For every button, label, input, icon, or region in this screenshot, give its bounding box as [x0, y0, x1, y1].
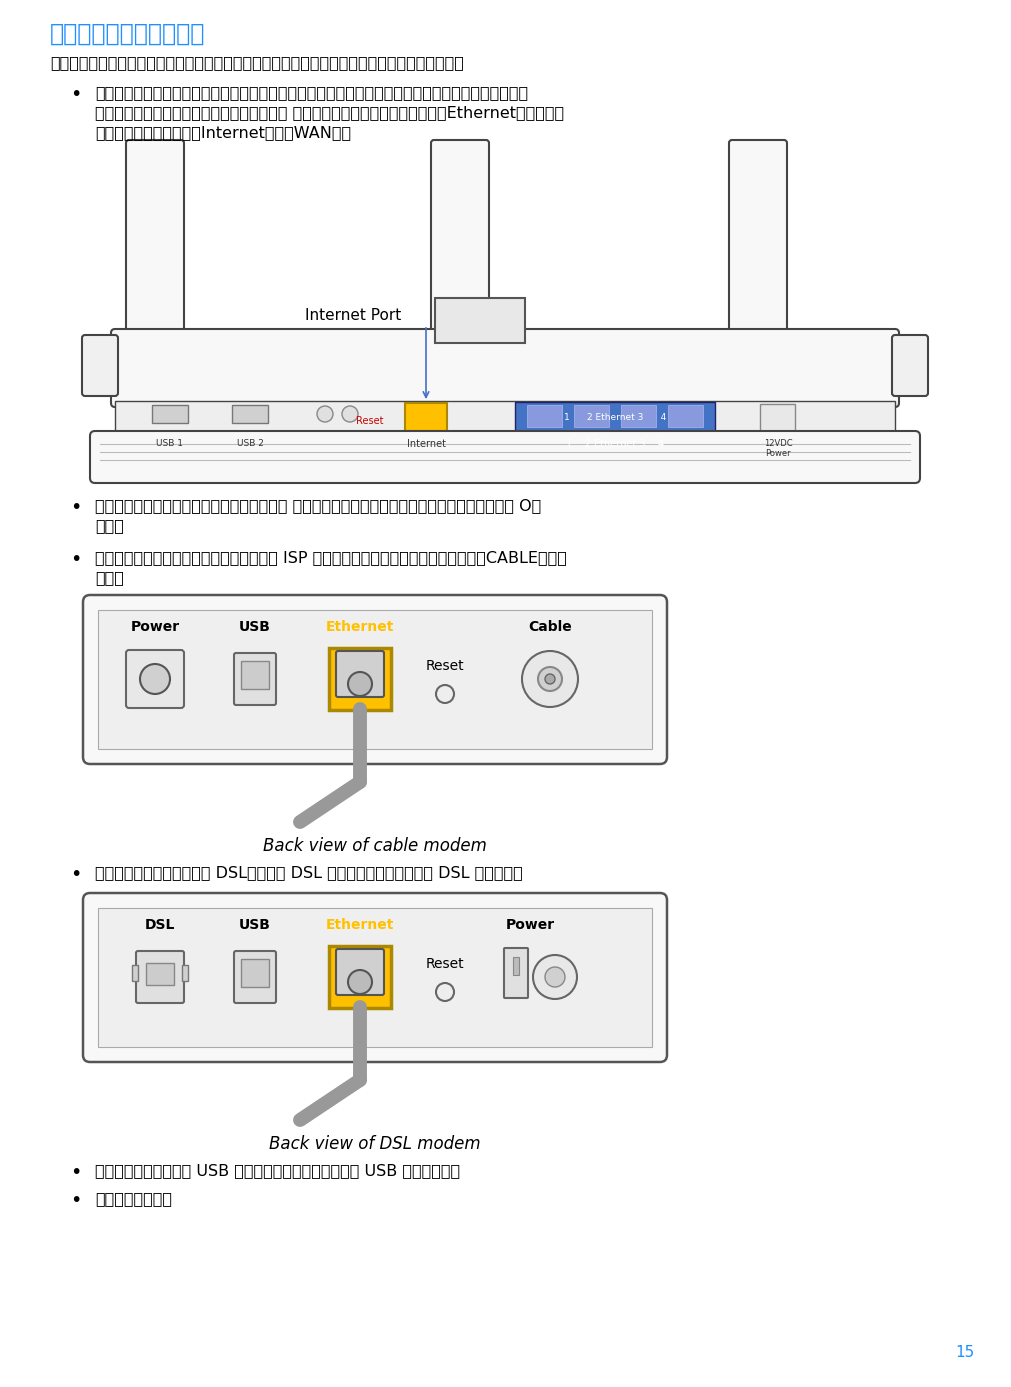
- Circle shape: [317, 406, 333, 422]
- Circle shape: [538, 667, 562, 691]
- FancyBboxPatch shape: [336, 949, 384, 994]
- Text: 如果您在嘗試設定路由器時收到「未插入網路纜線」的訊息，請按照以下故障排除步驟進行操作。: 如果您在嘗試設定路由器時收到「未插入網路纜線」的訊息，請按照以下故障排除步驟進行…: [50, 55, 464, 69]
- Bar: [574, 405, 609, 427]
- Circle shape: [545, 674, 555, 684]
- FancyBboxPatch shape: [431, 140, 489, 341]
- Text: USB 2: USB 2: [237, 440, 264, 448]
- Bar: [152, 405, 188, 423]
- Text: 如果您的網際網路服務使用 DSL，請確認 DSL 電話線已連接到數據機的 DSL 連接埠上。: 如果您的網際網路服務使用 DSL，請確認 DSL 電話線已連接到數據機的 DSL…: [95, 865, 523, 879]
- Text: 路），但也有可能標為「Internet」或「WAN」。: 路），但也有可能標為「Internet」或「WAN」。: [95, 125, 351, 140]
- Text: Internet Port: Internet Port: [305, 308, 401, 323]
- Bar: [98, 908, 652, 1047]
- Bar: [115, 401, 895, 436]
- Text: Internet: Internet: [406, 440, 446, 449]
- FancyBboxPatch shape: [90, 431, 920, 483]
- Bar: [435, 298, 525, 343]
- Circle shape: [342, 406, 358, 422]
- Text: 際網路連接埠，以及數據機的適當連接埠上。 於數據機上，此連接埠通常標示為「Ethernet」（乙太網: 際網路連接埠，以及數據機的適當連接埠上。 於數據機上，此連接埠通常標示為「Eth…: [95, 105, 564, 121]
- Text: USB 1: USB 1: [157, 440, 184, 448]
- Text: •: •: [70, 551, 81, 569]
- Bar: [668, 405, 703, 427]
- Text: Reset: Reset: [426, 957, 464, 971]
- FancyBboxPatch shape: [126, 140, 184, 341]
- FancyBboxPatch shape: [111, 329, 899, 406]
- Circle shape: [348, 970, 372, 994]
- Bar: [132, 965, 137, 981]
- FancyBboxPatch shape: [136, 951, 184, 1003]
- Text: 埠上。: 埠上。: [95, 570, 124, 585]
- Text: Power: Power: [130, 620, 180, 634]
- Text: •: •: [70, 1164, 81, 1182]
- Bar: [527, 405, 562, 427]
- FancyBboxPatch shape: [83, 893, 667, 1062]
- Text: Power: Power: [506, 918, 555, 932]
- FancyBboxPatch shape: [126, 651, 184, 707]
- Text: 重新安裝路由器。: 重新安裝路由器。: [95, 1191, 172, 1207]
- FancyBboxPatch shape: [83, 595, 667, 764]
- Bar: [405, 404, 447, 431]
- Bar: [515, 402, 715, 431]
- Bar: [146, 963, 174, 985]
- Text: •: •: [70, 1191, 81, 1209]
- Text: Cable: Cable: [528, 620, 572, 634]
- Circle shape: [545, 967, 565, 988]
- Bar: [232, 405, 268, 423]
- Circle shape: [522, 651, 578, 707]
- Text: 位置。: 位置。: [95, 517, 124, 533]
- Bar: [329, 648, 391, 710]
- Text: •: •: [70, 865, 81, 884]
- FancyBboxPatch shape: [336, 651, 384, 698]
- Text: 12VDC
Power: 12VDC Power: [763, 440, 793, 458]
- FancyBboxPatch shape: [729, 140, 787, 341]
- Text: 1      2 Ethernet 3      4: 1 2 Ethernet 3 4: [564, 413, 666, 423]
- Circle shape: [436, 983, 454, 1001]
- Text: 請確保您的數據機接上電源並處於開啟狀態。 若有電源開關，請確保該開關在「開啟」或｜（而非 O）: 請確保您的數據機接上電源並處於開啟狀態。 若有電源開關，請確保該開關在「開啟」或…: [95, 498, 541, 513]
- Bar: [182, 965, 188, 981]
- Bar: [241, 662, 269, 689]
- FancyBboxPatch shape: [504, 947, 528, 999]
- Circle shape: [533, 956, 577, 999]
- Text: 如果您的網際網路服務需連接纜線，請確認 ISP 提供的同軸電纜已連接到纜線數據機的「CABLE」連接: 如果您的網際網路服務需連接纜線，請確認 ISP 提供的同軸電纜已連接到纜線數據機…: [95, 551, 567, 565]
- Text: USB: USB: [239, 918, 271, 932]
- Text: 15: 15: [955, 1345, 975, 1361]
- Text: Back view of cable modem: Back view of cable modem: [263, 836, 487, 854]
- FancyBboxPatch shape: [234, 653, 276, 705]
- Circle shape: [436, 685, 454, 703]
- Text: Reset: Reset: [426, 659, 464, 673]
- Text: 請確保乙太網路或網際網路纜線（或一條類似路由器所隨附的纜線）牢固地連接到路由器背後的黃色網: 請確保乙太網路或網際網路纜線（或一條類似路由器所隨附的纜線）牢固地連接到路由器背…: [95, 85, 528, 100]
- Text: •: •: [70, 498, 81, 517]
- FancyBboxPatch shape: [892, 336, 928, 397]
- Bar: [98, 610, 652, 749]
- Text: DSL: DSL: [145, 918, 175, 932]
- Text: Ethernet: Ethernet: [326, 620, 394, 634]
- Bar: [760, 404, 795, 431]
- Bar: [621, 405, 656, 427]
- FancyBboxPatch shape: [82, 336, 118, 397]
- Circle shape: [348, 671, 372, 696]
- Text: 1    2 Ethernet 3    4: 1 2 Ethernet 3 4: [566, 440, 664, 449]
- Text: Back view of DSL modem: Back view of DSL modem: [269, 1135, 481, 1153]
- Bar: [241, 958, 269, 988]
- Circle shape: [140, 664, 170, 694]
- Text: Reset: Reset: [356, 416, 384, 426]
- Text: USB: USB: [239, 620, 271, 634]
- Bar: [329, 946, 391, 1008]
- Text: •: •: [70, 85, 81, 104]
- FancyBboxPatch shape: [234, 951, 276, 1003]
- Text: Ethernet: Ethernet: [326, 918, 394, 932]
- Text: 未插入網際網路纜線訊息: 未插入網際網路纜線訊息: [50, 22, 205, 46]
- Bar: [513, 957, 519, 975]
- Text: 如果您的電腦之前使用 USB 纜線連接至數據機，請中斷該 USB 纜線的連線。: 如果您的電腦之前使用 USB 纜線連接至數據機，請中斷該 USB 纜線的連線。: [95, 1164, 460, 1178]
